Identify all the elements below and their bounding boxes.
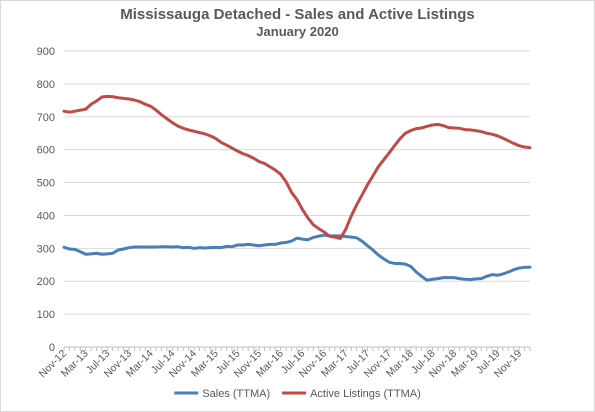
y-tick-label: 300 bbox=[37, 243, 55, 255]
y-axis-tick-labels: 0 100 200 300 400 500 600 700 800 900 bbox=[37, 46, 55, 354]
y-tick-label: 400 bbox=[37, 210, 55, 222]
legend-item-1: Sales (TTMA) bbox=[174, 388, 270, 400]
y-tick-label: 900 bbox=[37, 46, 55, 58]
chart-title: Mississauga Detached - Sales and Active … bbox=[120, 6, 475, 23]
y-tick-label: 500 bbox=[37, 178, 55, 190]
x-axis-tick-labels: Nov-12Mar-13Jul-13Nov-13Mar-14Jul-14Nov-… bbox=[37, 348, 525, 381]
y-tick-label: 200 bbox=[37, 276, 55, 288]
chart-subtitle: January 2020 bbox=[256, 24, 339, 39]
legend-item-2: Active Listings (TTMA) bbox=[282, 388, 421, 400]
legend-label: Sales (TTMA) bbox=[202, 388, 270, 400]
series-line-1 bbox=[62, 233, 532, 282]
y-tick-label: 0 bbox=[49, 342, 55, 354]
y-tick-label: 700 bbox=[37, 112, 55, 124]
y-tick-label: 800 bbox=[37, 79, 55, 91]
y-tick-label: 600 bbox=[37, 145, 55, 157]
legend-label: Active Listings (TTMA) bbox=[310, 388, 421, 400]
axes bbox=[63, 346, 531, 351]
y-tick-label: 100 bbox=[37, 309, 55, 321]
gridlines bbox=[64, 50, 530, 315]
series-line-2 bbox=[62, 94, 532, 240]
legend: Sales (TTMA) Active Listings (TTMA) bbox=[174, 388, 421, 400]
series-lines bbox=[62, 94, 532, 282]
